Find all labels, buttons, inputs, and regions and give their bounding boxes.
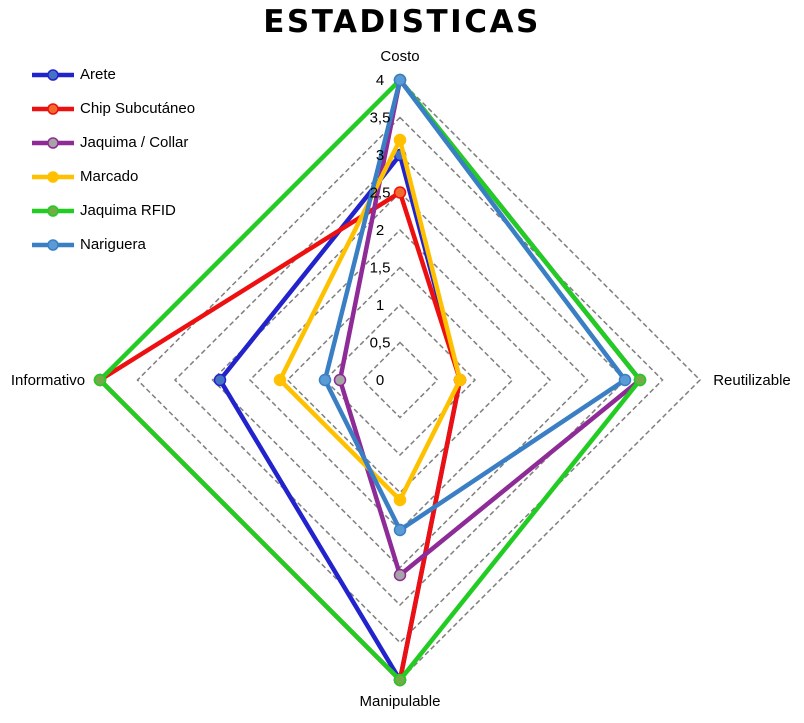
- grid-ring: [250, 230, 550, 530]
- legend-marker: [48, 70, 58, 80]
- data-point: [395, 570, 406, 581]
- legend-label: Nariguera: [80, 236, 146, 253]
- radar-grid: [100, 80, 700, 680]
- legend-marker: [48, 172, 58, 182]
- legend-swatch: [30, 234, 76, 256]
- legend-swatch: [30, 98, 76, 120]
- data-point: [95, 375, 106, 386]
- legend-swatch: [30, 200, 76, 222]
- data-point: [275, 375, 286, 386]
- data-point: [395, 135, 406, 146]
- legend-label: Jaquima RFID: [80, 202, 176, 219]
- data-point: [320, 375, 331, 386]
- legend-marker: [48, 104, 58, 114]
- axis-label-Reutilizable: Reutilizable: [713, 372, 791, 389]
- legend-label: Arete: [80, 66, 116, 83]
- legend-swatch: [30, 166, 76, 188]
- tick-label: 2: [376, 222, 384, 239]
- data-point: [215, 375, 226, 386]
- tick-label: 4: [376, 72, 384, 89]
- tick-label: 1: [376, 297, 384, 314]
- legend-label: Marcado: [80, 168, 138, 185]
- tick-label: 0: [376, 372, 384, 389]
- tick-label: 3,5: [370, 110, 391, 127]
- radar-series: [95, 75, 646, 686]
- data-point: [335, 375, 346, 386]
- data-point: [455, 375, 466, 386]
- legend-marker: [48, 240, 58, 250]
- grid-ring: [325, 305, 475, 455]
- tick-label: 3: [376, 147, 384, 164]
- axis-label-Manipulable: Manipulable: [360, 693, 441, 710]
- grid-ring: [175, 155, 625, 605]
- data-point: [395, 675, 406, 686]
- data-point: [395, 187, 406, 198]
- axis-label-Informativo: Informativo: [11, 372, 85, 389]
- legend-marker: [48, 138, 58, 148]
- data-point: [635, 375, 646, 386]
- data-point: [395, 495, 406, 506]
- grid-ring: [100, 80, 700, 680]
- series-Jaquima RFID: [95, 75, 646, 686]
- legend-swatch: [30, 132, 76, 154]
- grid-ring: [363, 343, 438, 418]
- legend-label: Jaquima / Collar: [80, 134, 188, 151]
- data-point: [620, 375, 631, 386]
- tick-label: 2,5: [370, 185, 391, 202]
- data-point: [395, 75, 406, 86]
- legend-swatch: [30, 64, 76, 86]
- legend-label: Chip Subcutáneo: [80, 100, 195, 117]
- legend-marker: [48, 206, 58, 216]
- data-point: [395, 525, 406, 536]
- tick-label: 1,5: [370, 260, 391, 277]
- axis-label-Costo: Costo: [380, 48, 419, 65]
- series-Chip Subcutáneo: [95, 187, 466, 686]
- series-line: [100, 80, 640, 680]
- tick-label: 0,5: [370, 335, 391, 352]
